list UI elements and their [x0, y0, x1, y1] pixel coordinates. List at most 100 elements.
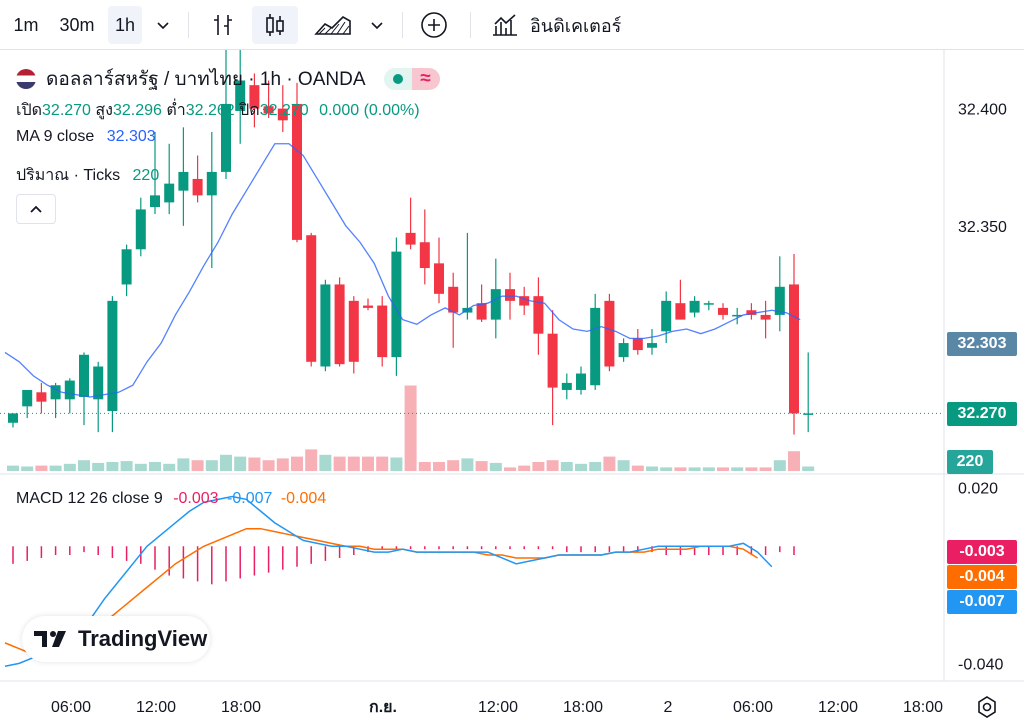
volume-bar — [759, 467, 772, 471]
macd-line-tag: -0.007 — [947, 590, 1017, 614]
ma-label: MA 9 close — [16, 128, 95, 145]
volume-bar — [688, 467, 701, 471]
macd-signal-tag: -0.004 — [947, 565, 1017, 589]
interval-1h-button[interactable]: 1h — [108, 6, 142, 44]
volume-value: 220 — [132, 167, 160, 184]
time-axis-label: 12:00 — [478, 699, 518, 716]
volume-bar — [291, 456, 303, 471]
compare-plus-icon[interactable] — [414, 6, 454, 44]
candle-body — [604, 300, 615, 367]
area-chart-icon[interactable] — [308, 6, 358, 44]
macd-line-value: -0.007 — [227, 490, 273, 507]
volume-tag: 220 — [947, 450, 993, 474]
interval-dropdown-chevron-down-icon[interactable] — [148, 6, 178, 44]
volume-bar — [646, 466, 658, 471]
candle-body — [505, 289, 515, 301]
volume-bar — [92, 462, 105, 471]
candle-body — [689, 300, 700, 313]
low-label: ต่ำ — [166, 102, 186, 119]
candlestick-chart-icon[interactable] — [252, 6, 298, 44]
volume-bar — [63, 463, 76, 471]
candle-body — [334, 284, 345, 365]
ma-value: 32.303 — [106, 128, 156, 145]
interval-1m-button[interactable]: 1m — [13, 14, 39, 35]
candle-body — [718, 307, 728, 315]
candle-body — [164, 183, 175, 203]
indicators-icon — [493, 14, 517, 36]
volume-bar — [418, 462, 431, 471]
candle-body — [561, 382, 572, 390]
candle-body — [64, 380, 75, 400]
volume-bar — [362, 456, 374, 471]
candle-body — [320, 284, 331, 367]
chart-canvas[interactable]: 32.40032.35032.3000.020-0.04006:0012:001… — [0, 50, 1024, 728]
volume-bar — [575, 463, 587, 471]
interval-30m-button[interactable]: 30m — [59, 14, 95, 35]
volume-bar — [191, 460, 204, 471]
volume-bar — [433, 462, 445, 471]
volume-bar — [788, 451, 800, 471]
macd-hist-value: -0.003 — [173, 490, 219, 507]
chart-type-chevron-down-icon[interactable] — [362, 6, 392, 44]
volume-bar — [546, 460, 559, 471]
tradingview-logo[interactable]: TradingView — [22, 616, 210, 662]
volume-bar — [7, 465, 19, 471]
market-open-icon — [383, 68, 412, 90]
candle-body — [774, 286, 785, 315]
time-axis-label: ก.ย. — [369, 699, 397, 716]
candle-body — [803, 413, 814, 415]
volume-bar — [21, 466, 34, 471]
candle-body — [732, 314, 743, 317]
candle-body — [363, 305, 373, 308]
candle-body — [618, 343, 629, 358]
time-axis-label: 2 — [664, 699, 673, 716]
volume-legend[interactable]: ปริมาณ · Ticks 220 — [16, 163, 159, 188]
candle-body — [178, 171, 189, 191]
volume-bar — [177, 458, 190, 471]
macd-hist-tag: -0.003 — [947, 540, 1017, 564]
macd-legend[interactable]: MACD 12 26 close 9 -0.003 -0.007 -0.004 — [16, 490, 326, 508]
candle-body — [632, 338, 643, 351]
candle-body — [519, 296, 530, 306]
time-axis-label: 18:00 — [221, 699, 261, 716]
volume-bar — [702, 467, 715, 471]
candle-body — [789, 284, 799, 414]
time-axis-label: 18:00 — [563, 699, 603, 716]
volume-bar — [149, 462, 161, 471]
ma-line — [4, 143, 801, 398]
open-label: เปิด — [16, 102, 43, 119]
symbol-legend: ดอลลาร์สหรัฐ / บาทไทย · 1h · OANDA ≈ — [16, 64, 440, 94]
candle-body — [135, 209, 146, 250]
indicators-button[interactable]: อินดิเคเตอร์ — [484, 6, 634, 44]
candle-body — [150, 195, 160, 208]
open-value: 32.270 — [42, 102, 91, 119]
candle-body — [661, 300, 672, 332]
volume-bar — [78, 460, 90, 471]
candle-body — [292, 103, 302, 240]
volume-bar — [134, 463, 147, 471]
candle-body — [675, 303, 686, 320]
macd-label: MACD 12 26 close 9 — [16, 490, 163, 507]
volume-bar — [376, 456, 389, 471]
volume-bar — [234, 456, 247, 471]
candle-body — [50, 385, 61, 400]
symbol-title: ดอลลาร์สหรัฐ / บาทไทย · 1h · OANDA — [46, 69, 366, 90]
candle-body — [391, 251, 402, 358]
settings-gear-icon[interactable] — [974, 694, 1000, 720]
candle-body — [8, 413, 18, 423]
ma-legend[interactable]: MA 9 close 32.303 — [16, 128, 156, 146]
bar-chart-icon[interactable] — [204, 6, 242, 44]
candle-body — [647, 343, 657, 348]
volume-bar — [461, 458, 474, 471]
candle-body — [263, 106, 274, 114]
volume-bar — [617, 460, 630, 471]
collapse-legend-chevron-up-icon[interactable] — [16, 194, 56, 224]
volume-bar — [731, 467, 744, 471]
candle-body — [405, 232, 416, 245]
candle-body — [235, 80, 246, 111]
volume-bar — [276, 458, 289, 471]
volume-bar — [35, 465, 48, 471]
candle-body — [206, 171, 217, 196]
candle-body — [419, 242, 430, 269]
candle-body — [93, 366, 104, 400]
